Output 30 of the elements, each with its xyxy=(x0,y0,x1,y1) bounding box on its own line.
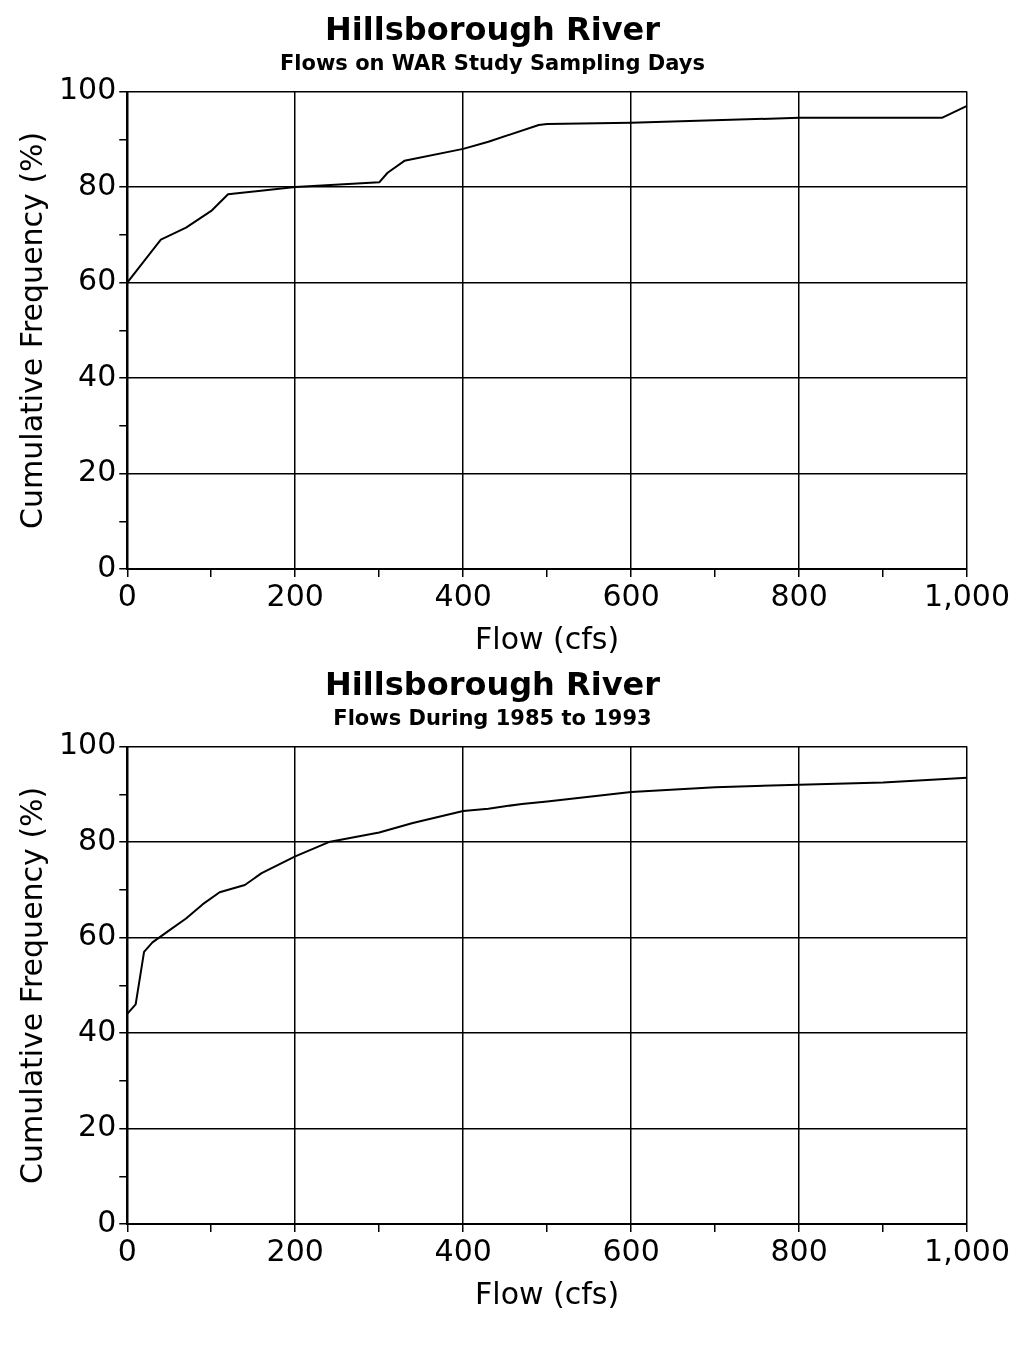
x-tick-label: 800 xyxy=(770,577,828,613)
x-tick-label: 400 xyxy=(434,1232,492,1268)
y-tick-label: 100 xyxy=(59,726,117,762)
chart-title: Hillsborough River xyxy=(325,9,661,48)
x-tick-label: 600 xyxy=(602,1232,660,1268)
x-axis-title: Flow (cfs) xyxy=(475,1275,620,1311)
y-tick-label: 20 xyxy=(78,453,117,489)
y-tick-label: 20 xyxy=(78,1108,117,1144)
chart-title: Hillsborough River xyxy=(325,664,661,703)
x-tick-label: 400 xyxy=(434,577,492,613)
y-tick-label: 40 xyxy=(78,1012,117,1048)
y-tick-label: 0 xyxy=(97,1203,117,1239)
y-tick-label: 100 xyxy=(59,71,117,107)
x-tick-label: 200 xyxy=(266,577,324,613)
x-tick-label: 1,000 xyxy=(924,1232,1010,1268)
y-tick-label: 60 xyxy=(78,262,117,298)
chart-subtitle: Flows on WAR Study Sampling Days xyxy=(279,51,706,76)
chart-subtitle: Flows During 1985 to 1993 xyxy=(333,706,652,731)
y-tick-label: 60 xyxy=(78,917,117,953)
x-tick-label: 200 xyxy=(266,1232,324,1268)
y-tick-label: 40 xyxy=(78,357,117,393)
x-tick-label: 800 xyxy=(770,1232,828,1268)
y-axis-title: Cumulative Frequency (%) xyxy=(13,786,49,1184)
x-axis-title: Flow (cfs) xyxy=(475,620,620,656)
x-tick-label: 600 xyxy=(602,577,660,613)
y-axis-title: Cumulative Frequency (%) xyxy=(13,131,49,529)
x-tick-label: 1,000 xyxy=(924,577,1010,613)
y-tick-label: 80 xyxy=(78,821,117,857)
y-tick-label: 80 xyxy=(78,166,117,202)
y-tick-label: 0 xyxy=(97,548,117,584)
